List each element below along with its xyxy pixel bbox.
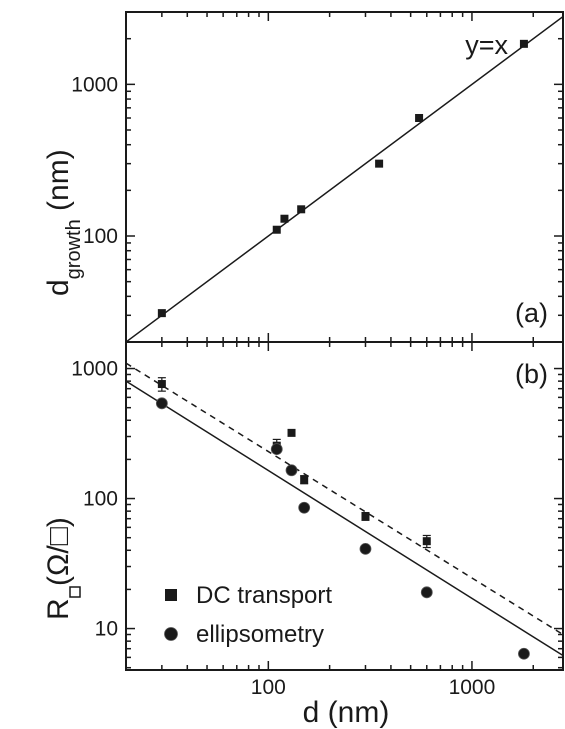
panel-a-point <box>157 309 166 318</box>
legend-label-ellipsometry: ellipsometry <box>196 621 324 648</box>
legend-label-dc-transport: DC transport <box>196 582 332 609</box>
panel-b-plot: 10 100 1000 100 1000 <box>71 342 563 699</box>
panel-b-point-ellipsometry <box>518 647 530 660</box>
panel-b-point-dc-transport <box>157 380 166 389</box>
legend: DC transport ellipsometry <box>164 582 332 648</box>
panel-b-x-tick-label: 1000 <box>449 676 496 699</box>
panel-a-label: (a) <box>515 298 548 328</box>
panel-b-ylabel: R (Ω/□) <box>42 517 81 620</box>
panel-b-point-ellipsometry <box>270 443 283 456</box>
panel-b-point-ellipsometry <box>359 542 372 555</box>
panel-b-fit-line-dashed <box>126 362 563 636</box>
panel-b-point-dc-transport <box>422 537 431 546</box>
panel-a-point <box>519 39 528 48</box>
panel-a-ylabel-sub: growth <box>63 219 85 279</box>
panel-b-y-tick-label: 10 <box>95 618 118 641</box>
panel-b-ylabel-unit: (Ω/□) <box>42 517 75 586</box>
panel-b-fit-line-solid <box>126 380 563 657</box>
x-axis-title: d (nm) <box>303 696 390 729</box>
panel-a-point <box>280 214 289 223</box>
panel-b-point-ellipsometry <box>298 501 311 514</box>
panel-b-point-ellipsometry <box>420 586 433 599</box>
panel-a-ylabel-main: d <box>42 279 75 296</box>
panel-b-point-dc-transport <box>300 475 309 484</box>
panel-a-point <box>415 113 424 122</box>
panel-b-y-tick-label: 1000 <box>71 358 118 381</box>
panel-b-ylabel-square-subscript <box>69 586 81 598</box>
panel-a-ylabel: dgrowth (nm) <box>42 149 85 296</box>
panel-a-line-y-equals-x <box>126 15 563 342</box>
panel-b-point-ellipsometry <box>285 464 298 477</box>
panel-b-frame <box>125 341 564 671</box>
panel-a-y-tick-label: 1000 <box>71 73 118 96</box>
panel-b-ylabel-main: R <box>42 598 75 620</box>
panel-b-y-tick-label: 100 <box>83 488 118 511</box>
panel-b-point-ellipsometry <box>155 397 168 410</box>
panel-a-y-tick-label: 100 <box>83 225 118 248</box>
panel-a-point <box>272 225 281 234</box>
panel-a-point <box>375 159 384 168</box>
legend-marker-ellipsometry <box>164 627 178 641</box>
panel-b-point-dc-transport <box>361 512 370 521</box>
legend-marker-dc-transport <box>165 589 177 601</box>
panel-b-point-dc-transport <box>287 428 296 437</box>
panel-a-point <box>297 205 306 214</box>
panel-b-label: (b) <box>515 359 548 389</box>
panel-b-x-tick-label: 100 <box>251 676 286 699</box>
panel-a-ylabel-unit: (nm) <box>42 149 75 219</box>
line-annotation-y-equals-x: y=x <box>465 30 508 60</box>
panel-a-plot: 100 1000 <box>71 11 563 343</box>
